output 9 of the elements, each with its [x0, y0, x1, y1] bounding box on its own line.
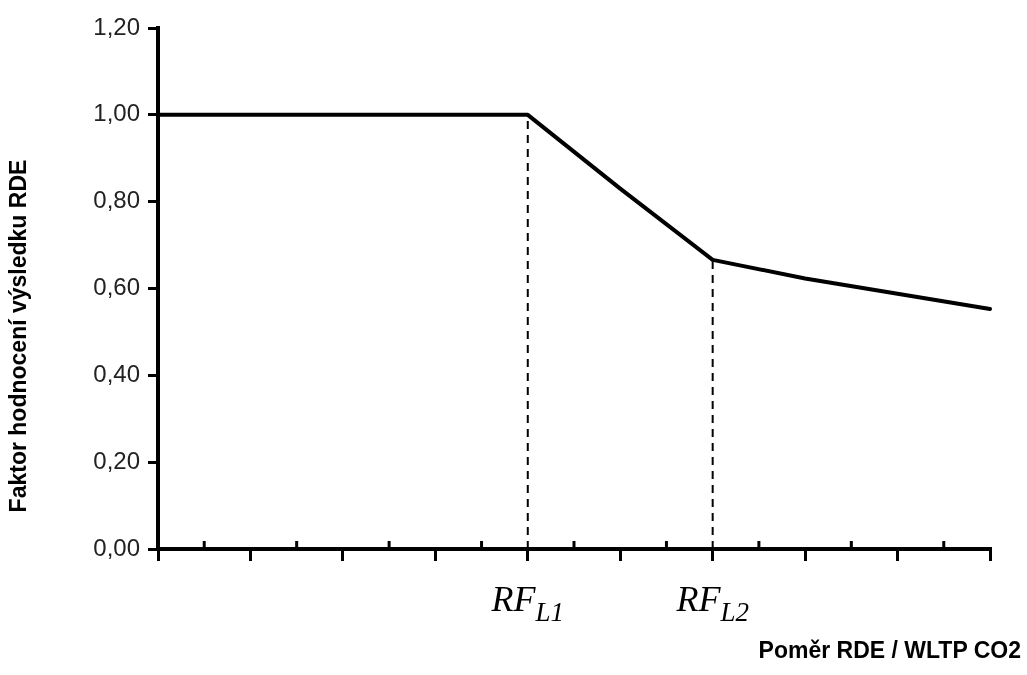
y-tick-label: 0,60 — [93, 273, 140, 301]
y-tick-label: 1,20 — [93, 12, 140, 40]
y-tick-label: 0,00 — [93, 533, 140, 561]
y-tick-label: 1,00 — [93, 99, 140, 127]
y-tick-label: 0,40 — [93, 359, 140, 387]
x-axis-title: Poměr RDE / WLTP CO2 — [758, 637, 1021, 664]
y-axis-title: Faktor hodnocení výsledku RDE — [5, 159, 32, 513]
y-tick-label: 0,80 — [93, 186, 140, 214]
y-tick-label: 0,20 — [93, 446, 140, 474]
